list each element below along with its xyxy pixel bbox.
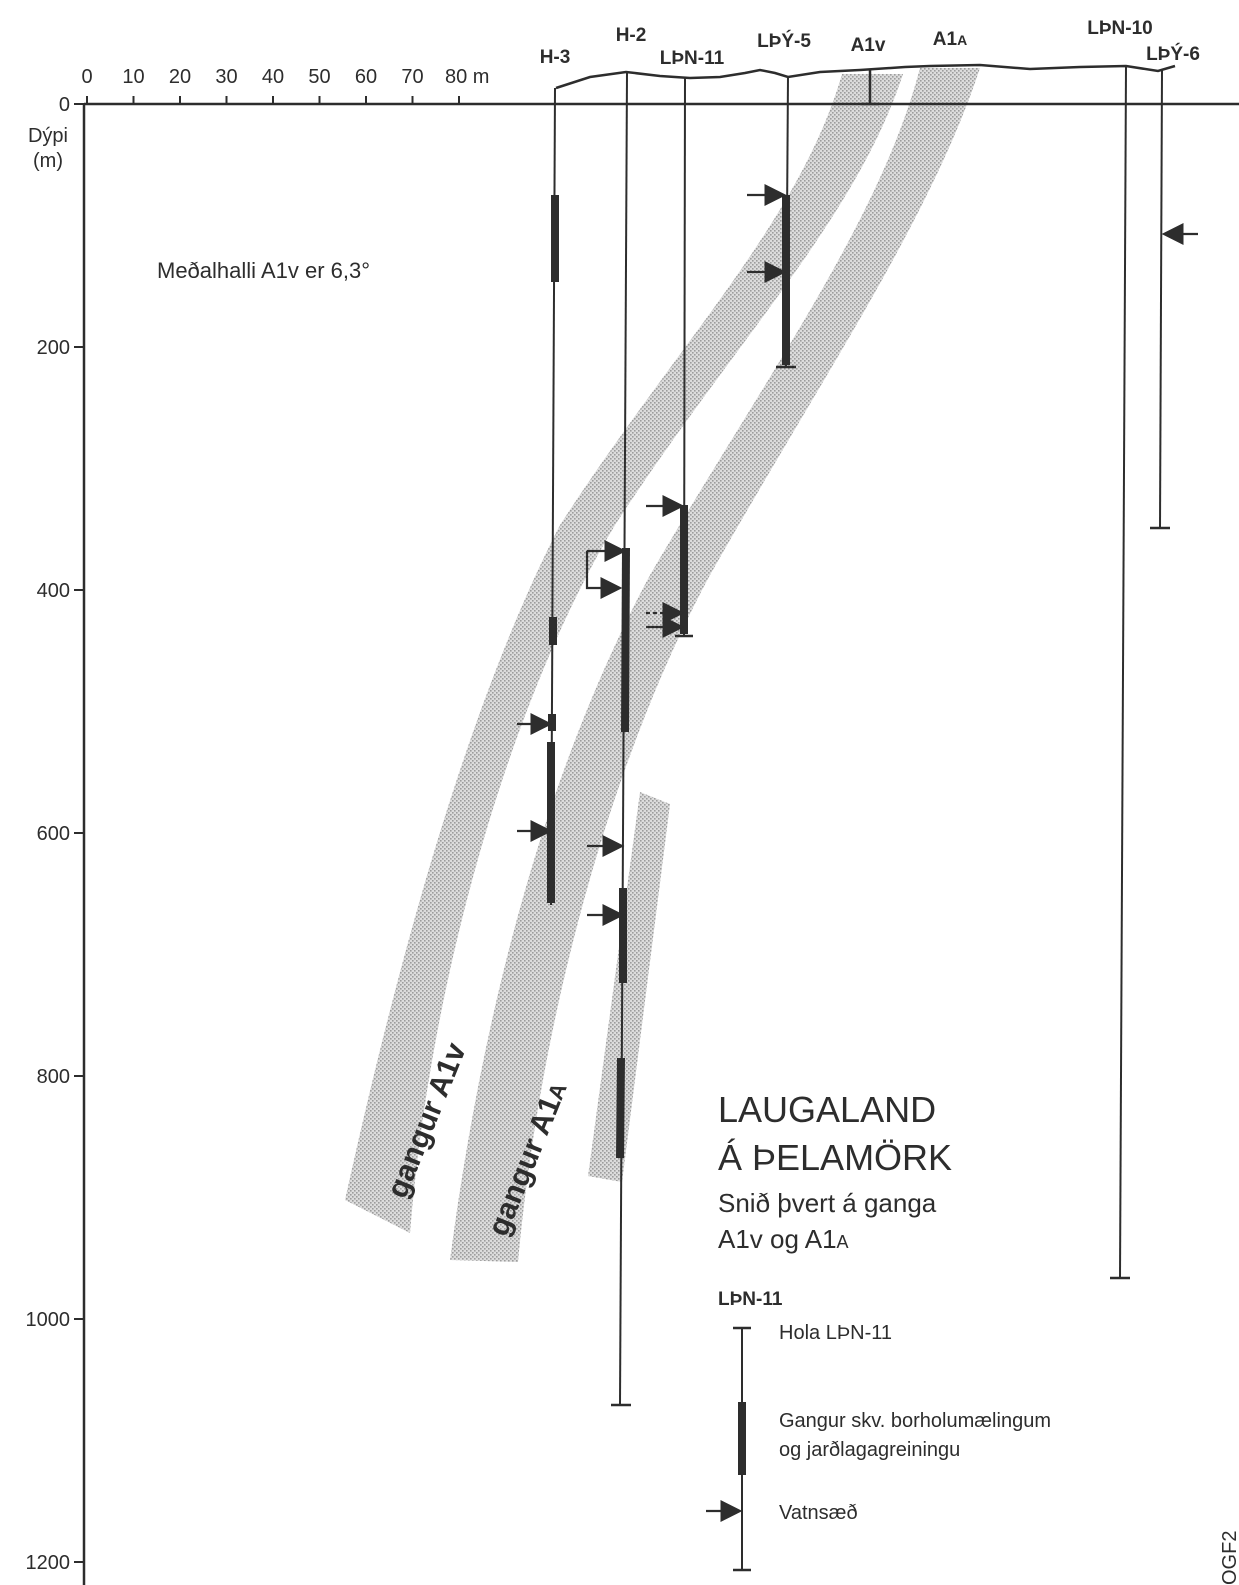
x-tick-label: 10 bbox=[122, 66, 144, 88]
figure-subtitle-line2: A1v og A1A bbox=[718, 1224, 849, 1254]
well-lthy6 bbox=[1150, 69, 1170, 530]
well-label-lthy5: LÞÝ-5 bbox=[757, 30, 811, 52]
figure-subtitle-line1: Snið þvert á ganga bbox=[718, 1188, 937, 1218]
water-inflow-arrows bbox=[517, 184, 1198, 926]
y-tick-label: 600 bbox=[37, 823, 70, 845]
well-h2 bbox=[611, 72, 631, 1407]
dyke-band-a1v bbox=[345, 74, 903, 1233]
y-axis-label-line2: (m) bbox=[33, 150, 63, 172]
legend-title: LÞN-11 bbox=[718, 1289, 783, 1310]
well-h3 bbox=[547, 87, 559, 906]
well-label-h2: H-2 bbox=[616, 25, 647, 46]
dyke-label-a1v: A1v bbox=[851, 35, 886, 56]
x-tick-label: 70 bbox=[401, 66, 423, 88]
dyke-surface-marker-a1v bbox=[861, 69, 879, 106]
legend-item-dyke-line2: og jarðlagagreiningu bbox=[779, 1439, 960, 1461]
y-axis-label-line1: Dýpi bbox=[28, 125, 68, 147]
average-dip-note: Meðalhalli A1v er 6,3° bbox=[157, 258, 370, 283]
legend-item-well: Hola LÞN-11 bbox=[779, 1322, 892, 1344]
y-axis-ticks: 0 200 400 600 800 1000 1200 bbox=[26, 94, 84, 1574]
x-tick-label: 60 bbox=[355, 66, 377, 88]
figure-title-line1: LAUGALAND bbox=[718, 1089, 936, 1130]
well-label-lthn10: LÞN-10 bbox=[1087, 18, 1152, 39]
y-tick-label: 1000 bbox=[26, 1309, 71, 1331]
x-axis-ticks: 0 10 20 30 40 50 60 70 80 m bbox=[81, 66, 489, 105]
y-tick-label: 1200 bbox=[26, 1552, 71, 1574]
well-label-lthy6: LÞÝ-6 bbox=[1146, 43, 1200, 65]
y-tick-label: 0 bbox=[59, 94, 70, 116]
corner-code: OGF2 bbox=[1219, 1531, 1239, 1585]
dyke-label-a1a: A1A bbox=[933, 29, 967, 50]
figure-title-line2: Á ÞELAMÖRK bbox=[718, 1137, 952, 1178]
y-tick-label: 400 bbox=[37, 580, 70, 602]
legend: LÞN-11 Hola LÞN-11 Gangur skv. borholumæ… bbox=[706, 1289, 1051, 1572]
legend-item-arrow: Vatnsæð bbox=[779, 1502, 858, 1524]
well-lthn10 bbox=[1110, 65, 1130, 1280]
well-label-lthn11: LÞN-11 bbox=[660, 48, 725, 69]
x-tick-label: 30 bbox=[215, 66, 237, 88]
ground-surface bbox=[555, 63, 1176, 90]
legend-item-dyke-line1: Gangur skv. borholumælingum bbox=[779, 1410, 1051, 1432]
x-tick-label: 40 bbox=[262, 66, 284, 88]
dyke-band-fragment bbox=[588, 792, 670, 1182]
well-label-h3: H-3 bbox=[540, 47, 571, 68]
x-tick-label: 50 bbox=[308, 66, 330, 88]
dyke-band-a1a bbox=[450, 68, 980, 1262]
x-tick-label: 0 bbox=[81, 66, 92, 88]
y-tick-label: 200 bbox=[37, 337, 70, 359]
y-tick-label: 800 bbox=[37, 1066, 70, 1088]
x-tick-label: 20 bbox=[169, 66, 191, 88]
x-tick-label: 80 m bbox=[445, 66, 489, 88]
